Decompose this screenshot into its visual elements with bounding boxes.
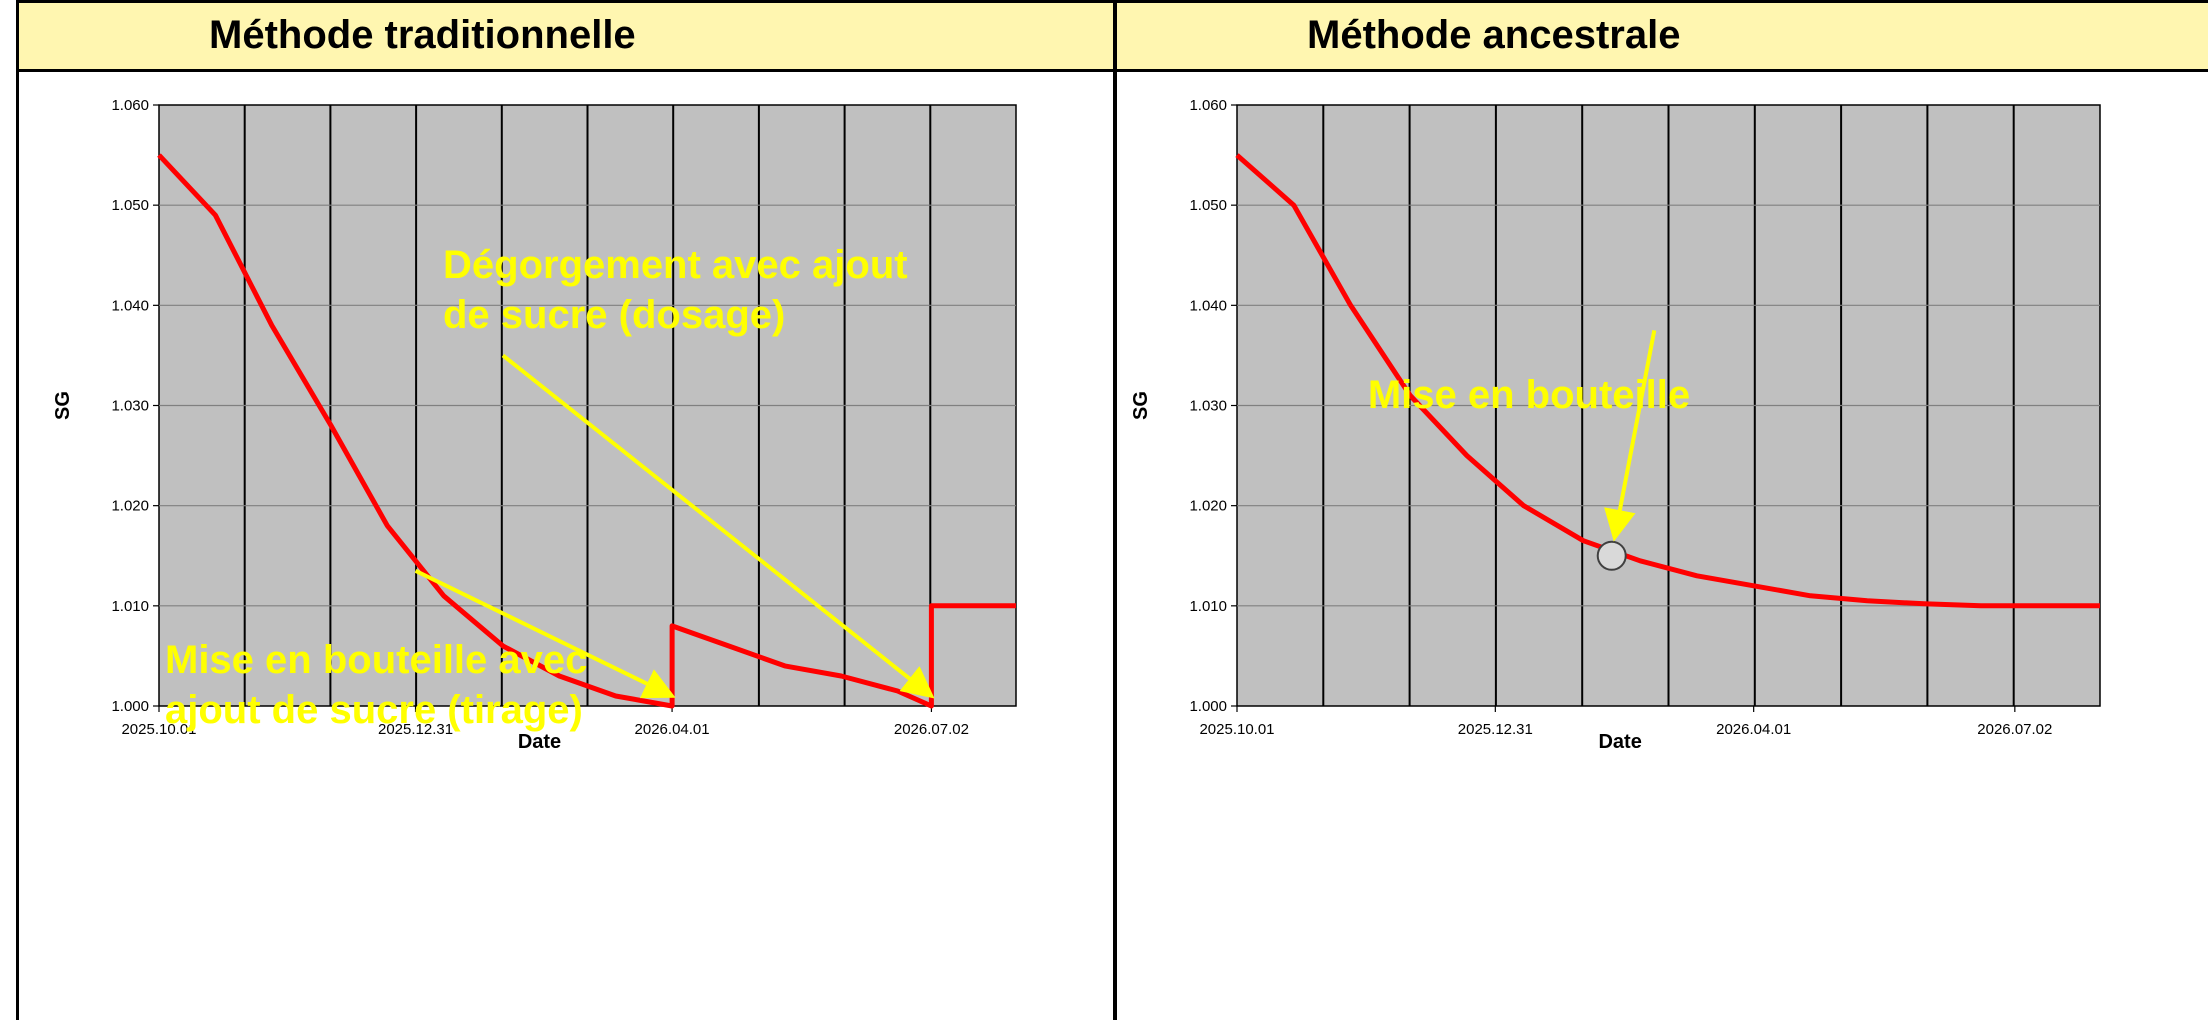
chart-title: Méthode traditionnelle <box>209 13 636 57</box>
y-tick-label: 1.030 <box>1189 398 1227 415</box>
y-tick-label: 1.060 <box>1189 97 1227 114</box>
y-tick-label: 1.040 <box>1189 297 1227 314</box>
y-tick-label: 1.000 <box>1189 698 1227 715</box>
y-tick-label: 1.020 <box>1189 498 1227 515</box>
y-tick-label: 1.030 <box>111 398 149 415</box>
annotation-arrow <box>414 568 676 699</box>
chart-traditionnelle: 1.060 1.050 1.040 1.030 1.020 1.010 1.000 2025.… <box>52 97 1017 753</box>
annotation-text: Mise en bouteille avec <box>165 638 587 682</box>
x-tick-label: 2026.04.01 <box>1716 721 1791 738</box>
y-tick-label: 1.010 <box>111 598 149 615</box>
annotation-text: Mise en bouteille <box>1368 373 1690 417</box>
x-tick-label: 2026.07.02 <box>894 721 969 738</box>
y-axis-label: SG <box>52 391 74 420</box>
panel-header: Méthode traditionnelle <box>19 0 1113 72</box>
y-tick-label: 1.010 <box>1189 598 1227 615</box>
x-tick-label: 2025.10.01 <box>1199 721 1274 738</box>
bottling-marker <box>1596 540 1627 571</box>
y-axis-label: SG <box>1130 391 1152 420</box>
series-line <box>1235 153 2100 609</box>
x-axis-label: Date <box>1598 731 1641 753</box>
annotation-text: Dégorgement avec ajout <box>443 243 908 287</box>
x-tick-label: 2026.04.01 <box>635 721 710 738</box>
y-tick-label: 1.060 <box>111 97 149 114</box>
x-axis-label: Date <box>518 731 561 753</box>
y-tick-label: 1.040 <box>111 297 149 314</box>
y-tick-label: 1.000 <box>111 698 149 715</box>
panel-header: Méthode ancestrale <box>1117 0 2208 72</box>
chart-ancestrale: 1.060 1.050 1.040 1.030 1.020 1.010 1.000 2025.… <box>1130 97 2101 753</box>
x-tick-label: 2026.07.02 <box>1977 721 2052 738</box>
chart-panel-ancestrale: Méthode ancestrale 1.060 1.050 1.040 1.030 1… <box>1115 0 2208 1020</box>
x-tick-label: 2025.12.31 <box>378 721 453 738</box>
annotation-text: de sucre (dosage) <box>443 293 785 337</box>
chart-panel-traditionnelle: Méthode traditionnelle 1.060 1.050 1.040 1.… <box>16 0 1115 1020</box>
y-tick-label: 1.020 <box>111 498 149 515</box>
annotation-text: ajout de sucre (tirage) <box>165 688 583 732</box>
x-tick-label: 2025.12.31 <box>1458 721 1533 738</box>
y-tick-label: 1.050 <box>111 197 149 214</box>
chart-title: Méthode ancestrale <box>1307 13 1681 57</box>
x-tick-label: 2025.10.01 <box>121 721 196 738</box>
annotation-arrow <box>1604 329 1657 542</box>
annotation-arrow <box>501 353 935 699</box>
y-tick-label: 1.050 <box>1189 197 1227 214</box>
